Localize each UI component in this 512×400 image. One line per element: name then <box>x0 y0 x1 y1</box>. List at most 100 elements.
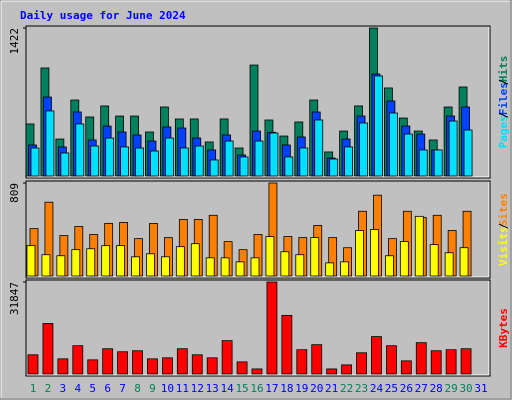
bar <box>120 146 129 177</box>
bar <box>131 256 140 277</box>
bar <box>191 354 203 375</box>
x-tick-label: 13 <box>206 382 219 395</box>
x-tick-label: 12 <box>191 382 204 395</box>
bar <box>56 255 66 277</box>
bar <box>281 314 293 375</box>
bar <box>418 149 428 177</box>
bar <box>444 252 454 277</box>
bar <box>101 245 111 277</box>
bar <box>340 261 350 277</box>
legend: PagesFilesHits <box>497 56 510 149</box>
bar <box>60 152 70 177</box>
bar <box>57 358 69 375</box>
bar <box>236 361 248 375</box>
bar <box>433 149 443 177</box>
legend-entry: Visits <box>497 226 510 266</box>
bar <box>176 348 188 375</box>
x-tick-label: 29 <box>445 382 458 395</box>
x-tick-label: 20 <box>310 382 323 395</box>
legend-entry: Files <box>497 82 510 115</box>
bar <box>160 256 170 277</box>
x-tick-label: 21 <box>325 382 338 395</box>
chart-title: Daily usage for June 2024 <box>20 9 186 22</box>
x-tick-label: 15 <box>235 382 248 395</box>
bar <box>147 358 158 375</box>
bar <box>299 147 309 177</box>
x-tick-label: 23 <box>355 382 368 395</box>
bar <box>135 147 144 177</box>
x-tick-label: 18 <box>280 382 293 395</box>
bar <box>117 351 128 375</box>
bar <box>175 246 185 277</box>
bar <box>296 349 308 375</box>
bar <box>445 349 457 375</box>
bar <box>356 352 367 375</box>
y-tick-label: 1422 <box>8 28 21 55</box>
bar <box>87 359 99 375</box>
bar <box>403 133 413 177</box>
x-tick-label: 30 <box>459 382 472 395</box>
legend-entry: Sites <box>497 193 510 226</box>
bar <box>269 132 279 177</box>
bar <box>448 120 458 177</box>
x-tick-label: 7 <box>119 382 126 395</box>
legend-entry: Hits <box>497 56 510 83</box>
bar <box>220 257 230 277</box>
bar <box>460 348 472 375</box>
bar <box>206 357 218 375</box>
x-tick-label: 16 <box>250 382 263 395</box>
x-tick-label: 24 <box>370 382 384 395</box>
legend: KBytes <box>497 308 510 348</box>
x-tick-label: 25 <box>385 382 398 395</box>
legend-text: PagesFilesHits <box>497 56 510 149</box>
x-tick-label: 19 <box>295 382 308 395</box>
legend-text: KBytes <box>497 308 510 348</box>
y-tick-label: 809 <box>8 183 21 203</box>
bar <box>45 110 55 177</box>
bar <box>116 245 125 277</box>
bar <box>205 257 215 277</box>
x-tick-label: 8 <box>134 382 141 395</box>
x-tick-label: 27 <box>415 382 428 395</box>
bar <box>41 254 51 277</box>
bar <box>266 281 278 375</box>
bar <box>388 112 398 177</box>
bar <box>30 147 40 177</box>
bar <box>221 340 233 375</box>
x-tick-label: 10 <box>161 382 174 395</box>
legend: VisitsSites <box>497 193 510 266</box>
legend-separator <box>498 79 509 85</box>
bar <box>146 253 155 277</box>
bar <box>325 262 335 277</box>
bar <box>150 150 159 177</box>
x-tick-label: 4 <box>74 382 81 395</box>
bar <box>194 145 204 177</box>
bar <box>284 156 294 177</box>
bar <box>459 247 469 277</box>
bar <box>326 368 338 375</box>
bar <box>344 146 354 177</box>
bar <box>374 75 383 177</box>
x-tick-label: 1 <box>30 382 37 395</box>
x-tick-label: 3 <box>60 382 67 395</box>
bar <box>132 350 143 375</box>
bar <box>310 237 320 277</box>
bar <box>209 159 219 177</box>
bar <box>463 129 473 177</box>
bar <box>385 345 397 375</box>
bar <box>341 364 353 375</box>
bar <box>400 360 412 375</box>
legend-separator <box>498 112 509 118</box>
x-tick-label: 14 <box>221 382 235 395</box>
bar <box>224 140 234 177</box>
bar <box>235 261 245 277</box>
bar <box>429 244 439 277</box>
bar <box>280 251 290 277</box>
bar <box>399 241 409 277</box>
bar <box>384 255 394 277</box>
legend-entry: Pages <box>497 115 510 148</box>
bar <box>314 119 324 177</box>
x-tick-label: 9 <box>149 382 156 395</box>
bar <box>27 354 39 375</box>
